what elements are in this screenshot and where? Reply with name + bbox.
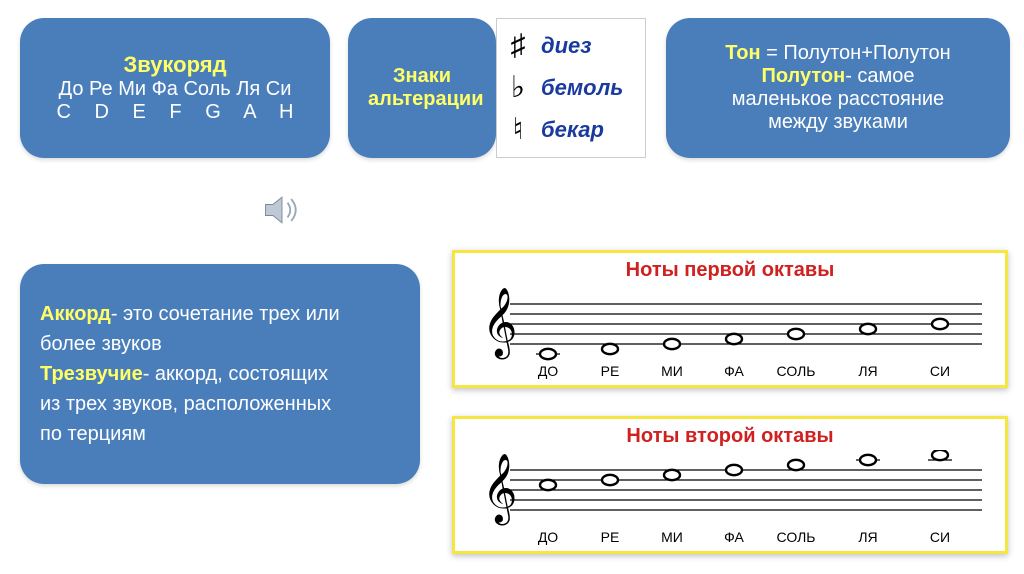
tone-line2: Полутон- самое xyxy=(686,65,990,88)
tone-line4: между звуками xyxy=(686,111,990,134)
card-scale-line2: C D E F G A H xyxy=(40,101,310,124)
staff2-title: Ноты второй октавы xyxy=(465,425,995,448)
card-accidentals-label: Знаки альтерации xyxy=(348,18,496,158)
card-tone: Тон = Полутон+Полутон Полутон- самое мал… xyxy=(666,18,1010,158)
card-chord: Аккорд- это сочетание трех или более зву… xyxy=(20,264,420,484)
note-label: СОЛЬ xyxy=(777,529,816,545)
accidental-symbol-icon: ♯ xyxy=(505,31,531,61)
note-label: МИ xyxy=(661,363,683,379)
note-label: ЛЯ xyxy=(858,529,877,545)
whole-note xyxy=(540,480,556,490)
accidental-row: ♯ диез xyxy=(505,31,637,61)
chord-word: Аккорд xyxy=(40,303,111,325)
chord-line4: из трех звуков, расположенных xyxy=(40,389,331,419)
staff1-svg: 𝄞 ДО РЕ МИ ФА СОЛЬ ЛЯ СИ xyxy=(465,284,995,382)
note-label: ДО xyxy=(538,363,558,379)
note-label: ДО xyxy=(538,529,558,545)
whole-note xyxy=(726,465,742,475)
card-scale-line1: До Ре Ми Фа Соль Ля Си xyxy=(40,78,310,101)
chord-line2: более звуков xyxy=(40,329,162,359)
whole-note xyxy=(602,475,618,485)
tone-word: Тон xyxy=(725,42,760,64)
triad-word: Трезвучие xyxy=(40,363,143,385)
card-acc-label-l2: альтерации xyxy=(368,88,476,111)
accidental-symbol-icon: ♮ xyxy=(505,115,531,145)
whole-note xyxy=(726,334,742,344)
whole-note xyxy=(664,339,680,349)
semitone-rest1: - самое xyxy=(845,65,914,87)
accidental-label: бекар xyxy=(541,117,604,143)
accidentals-panel: ♯ диез ♭ бемоль ♮ бекар xyxy=(496,18,646,158)
triad-rest1: - аккорд, состоящих xyxy=(143,363,329,385)
speaker-icon[interactable] xyxy=(260,188,304,237)
whole-note xyxy=(788,460,804,470)
tone-line3: маленькое расстояние xyxy=(686,88,990,111)
whole-note xyxy=(860,455,876,465)
card-scale-title: Звукоряд xyxy=(40,52,310,78)
whole-note xyxy=(788,329,804,339)
chord-line5: по терциям xyxy=(40,419,146,449)
chord-rest1: - это сочетание трех или xyxy=(111,303,340,325)
accidental-symbol-icon: ♭ xyxy=(505,73,531,103)
accidental-label: бемоль xyxy=(541,75,623,101)
staff2-svg: 𝄞 ДО РЕ МИ ФА СОЛЬ ЛЯ СИ xyxy=(465,450,995,548)
whole-note xyxy=(932,319,948,329)
whole-note xyxy=(540,349,556,359)
tone-rest: = Полутон+Полутон xyxy=(761,42,951,64)
note-label: ФА xyxy=(724,529,744,545)
treble-clef-icon: 𝄞 xyxy=(482,454,517,525)
whole-note xyxy=(664,470,680,480)
tone-line1: Тон = Полутон+Полутон xyxy=(686,42,990,65)
note-label: РЕ xyxy=(601,363,620,379)
note-label: ЛЯ xyxy=(858,363,877,379)
note-label: СИ xyxy=(930,529,950,545)
accidental-row: ♮ бекар xyxy=(505,115,637,145)
whole-note xyxy=(602,344,618,354)
chord-line1: Аккорд- это сочетание трех или xyxy=(40,299,340,329)
semitone-word: Полутон xyxy=(761,65,845,87)
treble-clef-icon: 𝄞 xyxy=(482,288,517,359)
staff-second-octave: Ноты второй октавы 𝄞 ДО РЕ МИ ФА СОЛЬ ЛЯ СИ xyxy=(452,416,1008,554)
card-scale: Звукоряд До Ре Ми Фа Соль Ля Си C D E F … xyxy=(20,18,330,158)
note-label: МИ xyxy=(661,529,683,545)
card-acc-label-l1: Знаки xyxy=(368,65,476,88)
note-label: РЕ xyxy=(601,529,620,545)
accidental-row: ♭ бемоль xyxy=(505,73,637,103)
staff1-title: Ноты первой октавы xyxy=(465,259,995,282)
chord-line3: Трезвучие- аккорд, состоящих xyxy=(40,359,328,389)
whole-note xyxy=(932,450,948,460)
note-label: СОЛЬ xyxy=(777,363,816,379)
whole-note xyxy=(860,324,876,334)
accidental-label: диез xyxy=(541,33,592,59)
staff-first-octave: Ноты первой октавы 𝄞 ДО РЕ МИ ФА СОЛЬ ЛЯ СИ xyxy=(452,250,1008,388)
note-label: ФА xyxy=(724,363,744,379)
note-label: СИ xyxy=(930,363,950,379)
